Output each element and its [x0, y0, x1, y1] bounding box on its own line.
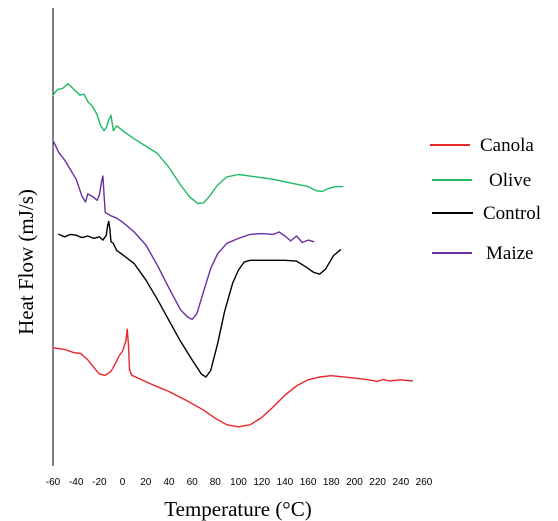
- x-tick-label: 60: [187, 477, 199, 488]
- legend-label-olive: Olive: [489, 170, 531, 191]
- x-tick-label: -40: [69, 477, 84, 488]
- x-tick-label: 200: [346, 477, 363, 488]
- legend: Canola Olive Control Maize: [430, 135, 541, 264]
- legend-label-canola: Canola: [480, 135, 534, 156]
- x-tick-label: 40: [163, 477, 175, 488]
- x-tick-label: 100: [230, 477, 247, 488]
- x-tick-label: 260: [416, 477, 433, 488]
- series-layer: [52, 82, 414, 428]
- x-tick-label: -60: [46, 477, 61, 488]
- legend-label-control: Control: [483, 203, 541, 224]
- x-tick-label: 220: [369, 477, 386, 488]
- x-tick-label: 180: [323, 477, 340, 488]
- series-line-control: [58, 220, 342, 378]
- series-line-olive: [52, 82, 344, 205]
- x-axis-title: Temperature (°C): [164, 497, 311, 521]
- x-tick-label: 140: [277, 477, 294, 488]
- x-tick-label: -20: [92, 477, 107, 488]
- x-tick-label: 160: [300, 477, 317, 488]
- x-tick-label: 0: [120, 477, 126, 488]
- x-tick-label: 20: [140, 477, 152, 488]
- x-axis-ticks: -60 -40 -20 0 20 40 60 80 100 120 140 160 180 200 220 2…: [46, 477, 433, 488]
- x-tick-label: 120: [253, 477, 270, 488]
- legend-label-maize: Maize: [486, 243, 533, 264]
- x-tick-label: 80: [210, 477, 222, 488]
- y-axis-title: Heat Flow (mJ/s): [14, 189, 38, 335]
- x-tick-label: 240: [392, 477, 409, 488]
- series-line-canola: [52, 328, 414, 428]
- series-line-maize: [52, 139, 315, 321]
